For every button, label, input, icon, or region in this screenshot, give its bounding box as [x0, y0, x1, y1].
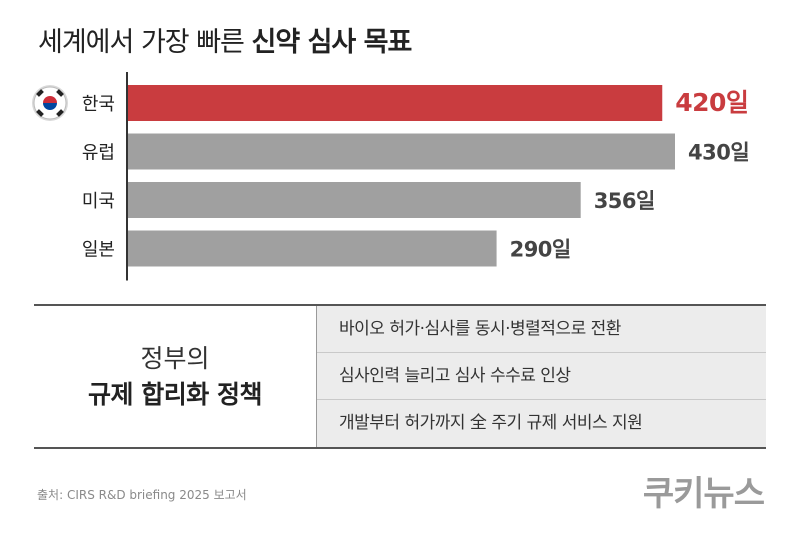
- category-label: 유럽: [82, 143, 115, 164]
- chart-title: 세계에서 가장 빠른 신약 심사 목표: [38, 20, 412, 59]
- trigram: [36, 109, 44, 117]
- title-normal: 세계에서 가장 빠른: [38, 27, 245, 58]
- trigram: [56, 89, 64, 97]
- trigram: [36, 89, 44, 97]
- taegeuk-red: [43, 96, 57, 103]
- policy-item: 심사인력 늘리고 심사 수수료 인상: [317, 353, 766, 400]
- title-bold: 신약 심사 목표: [251, 27, 412, 58]
- bar: [127, 85, 663, 121]
- category-label: 한국: [82, 94, 115, 115]
- value-label: 430일: [688, 141, 749, 165]
- category-label: 미국: [82, 191, 115, 212]
- policy-label-line2: 규제 합리화 정책: [88, 379, 262, 409]
- policy-table: 정부의 규제 합리화 정책 바이오 허가·심사를 동시·병렬적으로 전환 심사인…: [34, 304, 766, 449]
- value-label: 420일: [675, 88, 748, 117]
- policy-label: 정부의 규제 합리화 정책: [34, 306, 317, 447]
- trigram: [56, 109, 64, 117]
- taegeuk-blue: [43, 103, 57, 110]
- policy-label-line1: 정부의: [140, 343, 210, 373]
- category-label: 일본: [82, 240, 115, 261]
- policy-items: 바이오 허가·심사를 동시·병렬적으로 전환 심사인력 늘리고 심사 수수료 인…: [317, 306, 766, 447]
- bar: [127, 133, 675, 170]
- policy-item: 개발부터 허가까지 全 주기 규제 서비스 지원: [339, 413, 643, 433]
- brand-logo: 쿠키뉴스: [642, 474, 765, 514]
- bar: [127, 182, 581, 218]
- policy-item: 바이오 허가·심사를 동시·병렬적으로 전환: [317, 306, 766, 353]
- source-note: 출처: CIRS R&D briefing 2025 보고서: [37, 488, 247, 502]
- bar: [127, 230, 497, 267]
- value-label: 356일: [594, 189, 655, 213]
- value-label: 290일: [510, 238, 571, 262]
